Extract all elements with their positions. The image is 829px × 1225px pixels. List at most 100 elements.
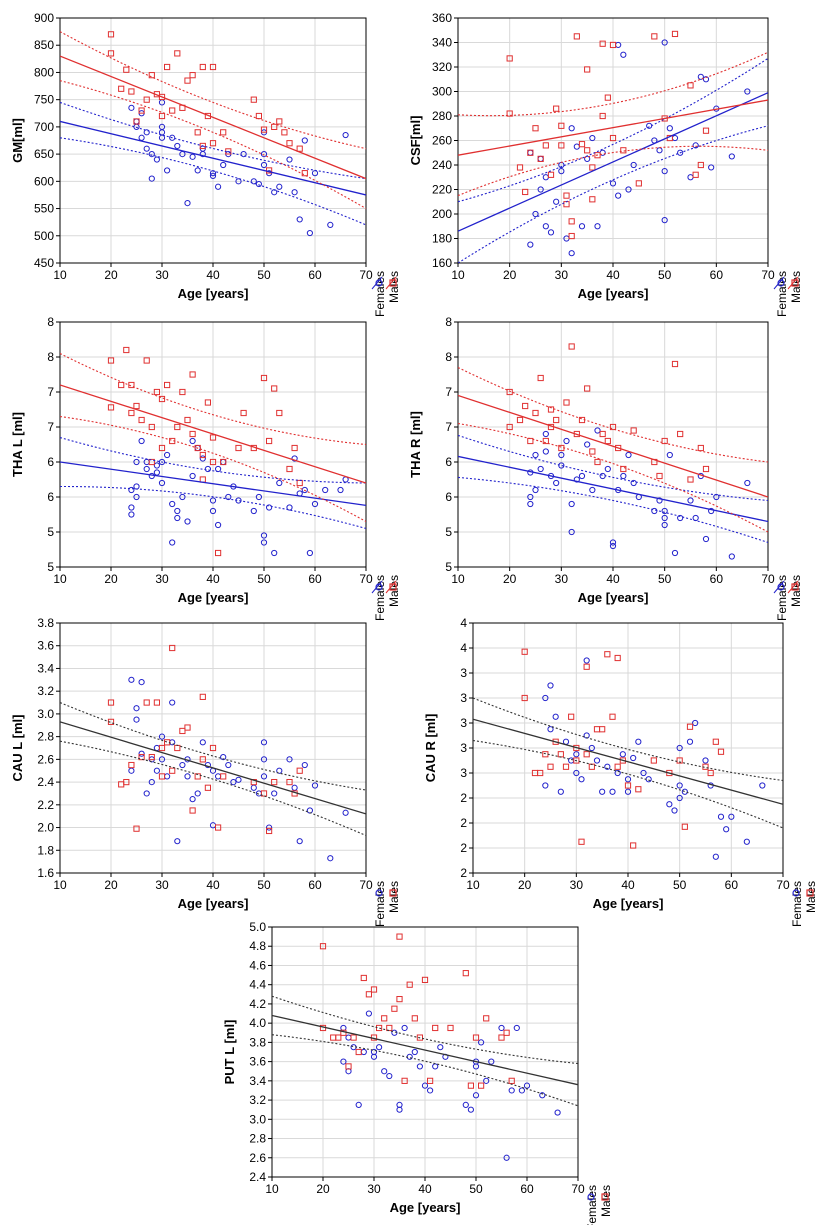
y-tick-label: 8: [445, 315, 452, 329]
point-female: [488, 1058, 495, 1065]
y-tick-label: 5.0: [249, 920, 266, 934]
fit-line-all: [272, 1014, 578, 1086]
point-female: [355, 1101, 362, 1108]
x-tick-label: 50: [658, 268, 672, 282]
y-tick-label: 450: [34, 256, 54, 270]
y-tick-label: 4: [460, 641, 467, 655]
point-female: [169, 539, 176, 546]
point-female: [184, 773, 191, 780]
x-tick-label: 20: [518, 878, 532, 892]
y-tick-label: 5: [445, 525, 452, 539]
point-female: [728, 153, 735, 160]
ci-upper-females: [60, 101, 366, 180]
point-female: [169, 699, 176, 706]
legend-female-line: [371, 276, 383, 290]
point-female: [437, 1044, 444, 1051]
point-male: [271, 385, 278, 392]
point-female: [615, 192, 622, 199]
point-male: [396, 996, 403, 1003]
chart-panel-5: 10 20 30 40 50 60 70 1.6 1.8 2.0 2.2 2.4 2.6 2.8 3.0 3.…: [10, 616, 401, 927]
point-male: [281, 129, 288, 136]
point-female: [148, 175, 155, 182]
point-male: [179, 388, 186, 396]
point-female: [133, 716, 140, 723]
point-male: [717, 748, 725, 755]
point-male: [260, 790, 268, 797]
point-male: [599, 430, 606, 438]
point-female: [174, 142, 181, 150]
point-female: [396, 1101, 403, 1108]
point-female: [513, 1024, 520, 1032]
x-axis-label: Age [years]: [178, 286, 249, 301]
point-male: [671, 360, 679, 368]
y-tick-label: 8: [445, 350, 452, 364]
point-male: [584, 147, 591, 154]
point-male: [189, 430, 196, 438]
y-axis-label: PUT L [ml]: [222, 1020, 237, 1085]
point-female: [286, 756, 293, 763]
y-tick-label: 7: [47, 420, 54, 434]
x-tick-label: 10: [451, 268, 465, 282]
legend: Females Males: [373, 881, 401, 927]
x-tick-label: 50: [257, 878, 271, 892]
point-female: [568, 125, 575, 132]
point-male: [296, 767, 303, 774]
point-male: [164, 381, 171, 389]
y-axis-label: THA L [ml]: [10, 412, 25, 477]
point-female: [557, 788, 564, 795]
x-tick-label: 10: [466, 878, 480, 892]
point-female: [676, 794, 683, 802]
point-female: [199, 455, 206, 462]
point-female: [143, 129, 150, 136]
point-male: [240, 409, 247, 417]
point-female: [128, 486, 135, 494]
point-male: [184, 77, 191, 84]
point-male: [498, 1034, 505, 1041]
point-male: [620, 465, 627, 473]
x-axis-label: Age [years]: [178, 590, 249, 605]
legend-males-label: Males: [789, 575, 803, 607]
point-female: [624, 776, 632, 783]
point-female: [133, 493, 140, 501]
point-male: [630, 427, 637, 434]
legend: Females Males: [773, 575, 803, 621]
point-male: [194, 129, 201, 136]
x-tick-label: 20: [316, 1182, 330, 1196]
point-male: [255, 112, 262, 120]
y-tick-label: 2: [460, 841, 467, 855]
point-male: [506, 388, 513, 396]
fit-line-males: [60, 384, 366, 484]
y-tick-label: 4.0: [249, 1016, 266, 1030]
point-male: [209, 458, 217, 466]
point-female: [128, 504, 135, 511]
point-male: [506, 55, 513, 62]
point-male: [276, 118, 283, 125]
point-male: [260, 126, 268, 133]
fit-line-males: [60, 55, 366, 180]
point-female: [128, 104, 135, 111]
legend-male-symbol: [389, 279, 397, 287]
point-male: [271, 778, 278, 786]
x-tick-label: 60: [520, 1182, 534, 1196]
y-tick-label: 5: [47, 560, 54, 574]
point-male: [138, 753, 145, 761]
point-female: [671, 134, 679, 142]
point-male: [169, 644, 176, 652]
point-male: [558, 122, 565, 129]
point-male: [350, 1034, 357, 1041]
point-male: [447, 1024, 454, 1032]
point-female: [503, 1154, 510, 1161]
legend-male-symbol: [791, 279, 799, 287]
y-tick-label: 4.6: [249, 958, 266, 972]
point-female: [681, 788, 688, 795]
point-female: [666, 801, 673, 808]
y-tick-label: 8: [47, 350, 54, 364]
point-male: [589, 164, 596, 171]
point-female: [552, 713, 559, 720]
ci-upper-females: [458, 57, 768, 203]
point-male: [276, 409, 283, 417]
y-tick-label: 500: [34, 229, 54, 243]
point-female: [589, 134, 596, 142]
y-tick-label: 3.2: [37, 684, 54, 698]
ci-lower-all: [473, 739, 783, 829]
